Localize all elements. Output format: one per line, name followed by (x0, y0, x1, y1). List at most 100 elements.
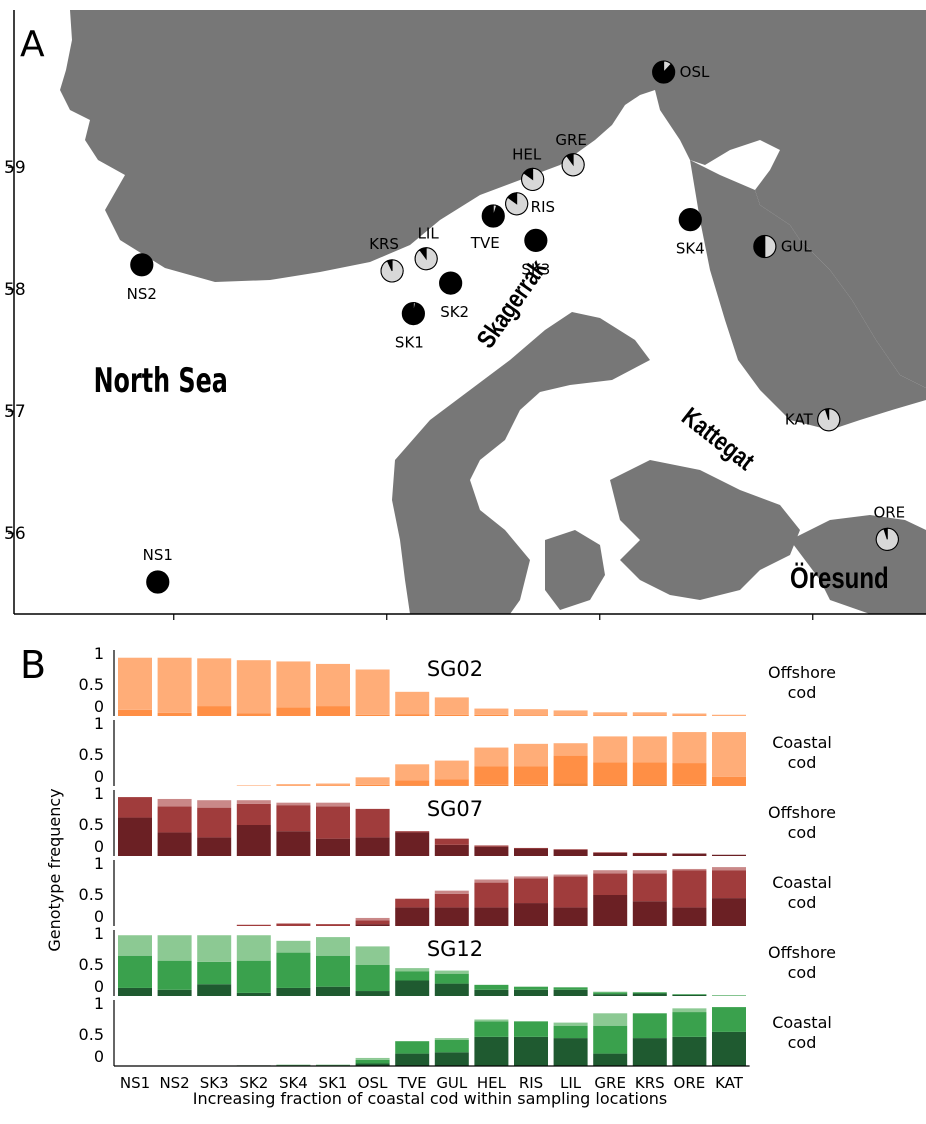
bar-ns1-homozygote-b (118, 935, 152, 956)
bar-sk1-heterozygote (316, 1064, 350, 1066)
bar-gre-homozygote-a (593, 994, 628, 996)
y-tick-label: 1 (94, 854, 104, 873)
bar-hel-homozygote-b (474, 747, 509, 767)
bar-sk2-homozygote-a (236, 992, 271, 996)
row-label-offshore: Offshore (768, 943, 836, 962)
bar-krs-homozygote-a (632, 1038, 667, 1066)
x-axis-title: Increasing fraction of coastal cod withi… (193, 1089, 668, 1108)
bar-sk1-homozygote-b (316, 663, 350, 707)
bar-ris-homozygote-a (514, 784, 548, 786)
bar-ris-homozygote-a (514, 1036, 548, 1066)
x-tick-label: OSL (358, 1074, 388, 1092)
site-ris: RIS (505, 192, 555, 216)
panel-title-sg12: SG12 (427, 937, 483, 961)
bar-hel-homozygote-a (474, 1036, 509, 1066)
bar-hel-heterozygote (474, 714, 509, 716)
bar-krs-homozygote-a (632, 993, 667, 996)
bar-gul-heterozygote (434, 714, 469, 716)
site-label: HEL (512, 145, 542, 163)
bar-tve-heterozygote (395, 898, 430, 908)
bar-sk1-heterozygote (316, 785, 350, 786)
bar-hel-heterozygote (474, 845, 509, 847)
bar-hel-homozygote-a (474, 846, 509, 856)
row-label-coastal: Coastal (772, 733, 832, 752)
bar-sk3-homozygote-a (197, 837, 232, 856)
bar-lil-homozygote-b (553, 710, 588, 716)
bar-ns2-homozygote-b (157, 657, 192, 713)
bar-sk1-homozygote-b (316, 783, 350, 786)
land-funen (545, 530, 605, 610)
bar-hel-homozygote-a (474, 907, 509, 926)
bar-kat-heterozygote (712, 995, 746, 996)
bar-tve-homozygote-b (395, 764, 430, 781)
bar-lil-homozygote-b (553, 743, 588, 756)
bar-lil-homozygote-a (553, 1038, 588, 1066)
bar-sk2-heterozygote (236, 924, 271, 926)
row-label-offshore: cod (788, 823, 817, 842)
x-tick-label: KRS (635, 1074, 665, 1092)
bar-sk4-heterozygote (276, 805, 311, 832)
bar-sk2-homozygote-b (236, 660, 271, 714)
site-sk1: SK1 (395, 302, 425, 352)
pie-coastal-share (492, 204, 498, 217)
bar-krs-homozygote-b (632, 712, 667, 716)
bar-sk4-heterozygote (276, 1064, 311, 1066)
pie-coastal-share (663, 60, 672, 74)
bar-krs-heterozygote (632, 762, 667, 785)
map-y-tick-label: 59 (4, 158, 26, 178)
site-label: SK1 (395, 334, 424, 352)
bar-lil-heterozygote (553, 755, 588, 784)
row-label-coastal: Coastal (772, 873, 832, 892)
bar-sk3-heterozygote (197, 961, 232, 985)
bar-osl-heterozygote (355, 784, 390, 786)
bar-osl-homozygote-a (355, 837, 390, 856)
bar-ore-heterozygote (672, 870, 707, 908)
bar-lil-homozygote-a (553, 989, 588, 996)
bar-ris-heterozygote (514, 986, 548, 990)
bar-kat-heterozygote (712, 870, 746, 899)
bar-ore-homozygote-b (672, 732, 707, 764)
x-tick-label: GUL (436, 1074, 468, 1092)
site-label: GUL (781, 238, 813, 256)
map-x-tick-label: 12 (803, 627, 823, 630)
bar-sk4-homozygote-b (276, 802, 311, 806)
bar-gre-homozygote-a (593, 852, 628, 856)
bar-gre-homozygote-b (593, 712, 628, 716)
y-tick-label: 0.5 (79, 815, 104, 834)
site-ore: ORE (873, 503, 905, 551)
bar-sk2-homozygote-a (236, 825, 271, 856)
row-label-offshore: cod (788, 683, 817, 702)
bar-hel-homozygote-b (474, 1019, 509, 1022)
bar-tve-heterozygote (395, 971, 430, 981)
bar-lil-heterozygote (553, 849, 588, 850)
bar-sk4-homozygote-b (276, 940, 311, 953)
bar-krs-heterozygote (632, 873, 667, 902)
bar-sk1-heterozygote (316, 706, 350, 716)
bar-tve-homozygote-a (395, 832, 430, 856)
bar-groups: 00.51OffshorecodSG0200.51Coastalcod00.51… (79, 644, 836, 1092)
x-tick-label: SK3 (200, 1074, 229, 1092)
land-masses (60, 10, 926, 614)
bar-tve-homozygote-b (395, 691, 430, 715)
site-sk3: SK3 (521, 228, 550, 278)
bar-tve-homozygote-a (395, 907, 430, 926)
bar-ris-homozygote-a (514, 848, 548, 856)
bar-sk1-homozygote-a (316, 838, 350, 856)
pie-offshore-share (678, 208, 702, 232)
row-label-offshore: cod (788, 963, 817, 982)
pie-coastal-share (764, 234, 777, 259)
bar-gul-homozygote-a (434, 983, 469, 996)
bar-hel-homozygote-a (474, 989, 509, 996)
pie-coastal-share (875, 527, 899, 551)
bar-osl-homozygote-b (355, 777, 390, 785)
bar-tve-homozygote-a (395, 1053, 430, 1066)
bar-ns2-homozygote-a (157, 989, 192, 996)
panel-b-letter: B (20, 643, 46, 687)
site-hel: HEL (512, 145, 545, 191)
site-krs: KRS (369, 235, 404, 283)
bar-gul-homozygote-b (434, 760, 469, 780)
bar-gre-homozygote-b (593, 736, 628, 763)
